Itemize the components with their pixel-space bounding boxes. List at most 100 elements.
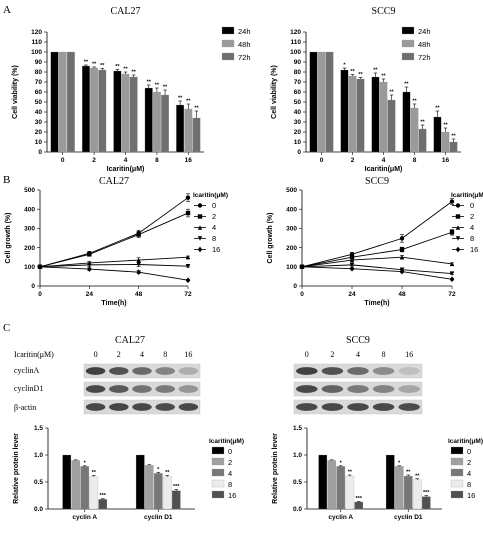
- legend-item-16: 16: [452, 245, 478, 254]
- significance-mark: *: [398, 460, 401, 466]
- data-point: [185, 195, 191, 200]
- series-0: [37, 193, 191, 269]
- legend-title: Icaritin(μM): [209, 438, 244, 445]
- legend-marker: [197, 203, 203, 208]
- y-tick-label: 120: [31, 29, 42, 36]
- y-tick-label: 0.0: [34, 506, 43, 513]
- x-tick-label: cyclin D1: [394, 514, 423, 521]
- bar-24h-16: [433, 116, 442, 153]
- y-tick-label: 80: [294, 69, 302, 76]
- bar-72h-8: [418, 128, 427, 153]
- legend-item-4: 4: [452, 223, 474, 232]
- legend-swatch: [211, 479, 225, 488]
- panel-label-a: A: [3, 4, 11, 16]
- data-point: [449, 276, 455, 283]
- blot-band: [296, 403, 318, 411]
- x-tick-label: 72: [184, 291, 192, 298]
- data-point: [399, 236, 405, 241]
- x-axis-title: Icaritin(μM): [365, 166, 403, 173]
- series-line: [301, 201, 453, 268]
- bar-0-cyclin-d1: [385, 454, 395, 510]
- y-tick-label: 120: [290, 29, 301, 36]
- y-tick-label: 30: [35, 119, 43, 126]
- legend-label: 4: [228, 469, 232, 478]
- series-line: [301, 256, 453, 268]
- legend-swatch: [211, 490, 225, 499]
- x-tick-label: cyclin A: [328, 514, 353, 521]
- blot-dose-4: 4: [356, 350, 360, 359]
- y-axis-title: Cell growth (%): [267, 213, 274, 264]
- series-2: [299, 229, 455, 269]
- y-tick-label: 60: [294, 89, 302, 96]
- significance-mark: **: [132, 70, 137, 76]
- legend-label: 8: [212, 234, 216, 243]
- blot-band: [109, 367, 129, 375]
- chart-title: SCC9: [365, 176, 389, 187]
- legend-item-16: 16: [194, 245, 220, 254]
- y-tick-label: 300: [24, 226, 35, 233]
- data-point: [185, 277, 191, 284]
- blot-dose-0: 0: [305, 350, 309, 359]
- bar-48h-8: [410, 107, 419, 153]
- y-tick-label: 400: [286, 206, 297, 213]
- y-tick-label: 200: [24, 245, 35, 252]
- bar-0-cyclin-d1: [135, 454, 145, 510]
- blot-band: [372, 385, 395, 393]
- blot-dose-16: 16: [184, 350, 192, 359]
- significance-mark: **: [404, 82, 409, 88]
- data-point: [136, 269, 141, 276]
- bar-2-cyclin-d1: [394, 466, 404, 510]
- blot-band: [296, 385, 318, 393]
- x-tick-label: 16: [442, 157, 450, 164]
- blot-band: [372, 367, 395, 375]
- bar-24h-0: [309, 51, 318, 153]
- legend-swatch: [450, 446, 464, 455]
- y-tick-label: 70: [35, 79, 43, 86]
- blot-band: [178, 385, 199, 393]
- legend-item-2: 2: [211, 457, 232, 467]
- y-tick-label: 50: [35, 99, 43, 106]
- y-tick-label: 20: [35, 129, 43, 136]
- significance-mark: ***: [100, 493, 107, 499]
- data-point: [136, 257, 141, 263]
- significance-mark: **: [178, 96, 183, 102]
- significance-mark: **: [186, 99, 191, 105]
- legend-title: Icaritin(μM): [451, 192, 483, 199]
- y-tick-label: 90: [35, 59, 43, 66]
- data-point: [185, 264, 191, 269]
- blot-dose-2: 2: [117, 350, 121, 359]
- y-tick-label: 1.5: [34, 425, 43, 432]
- legend-label: 8: [467, 480, 471, 489]
- y-tick-label: 0: [293, 283, 297, 290]
- significance-mark: **: [412, 99, 417, 105]
- series-line: [39, 256, 189, 268]
- x-tick-label: 16: [185, 157, 193, 164]
- significance-mark: **: [443, 123, 448, 129]
- x-tick-label: 8: [155, 157, 159, 164]
- legend-swatch: [211, 457, 225, 466]
- significance-mark: **: [348, 469, 353, 475]
- bar-4-cyclin-d1: [403, 475, 413, 510]
- legend-label: 48h: [238, 40, 251, 49]
- y-tick-label: 90: [294, 59, 302, 66]
- legend-marker: [455, 203, 461, 208]
- legend-item-0: 0: [450, 446, 471, 456]
- chart-title: CAL27: [111, 6, 141, 17]
- data-point: [449, 199, 455, 204]
- y-tick-label: 100: [290, 49, 301, 56]
- x-tick-label: 8: [413, 157, 417, 164]
- western-blot-cal27: CAL27 Icaritin(μM) cyclinA cyclinD1 β-ac…: [14, 335, 201, 415]
- data-point: [185, 255, 191, 260]
- bar-72h-16: [192, 117, 201, 153]
- y-tick-label: 70: [294, 79, 302, 86]
- legend-swatch: [221, 39, 235, 48]
- legend-item-2: 2: [452, 212, 474, 221]
- x-tick-label: 0: [61, 157, 65, 164]
- blot-title-scc9: SCC9: [346, 335, 370, 346]
- significance-mark: ***: [423, 490, 430, 496]
- legend-item-8: 8: [211, 479, 232, 489]
- legend-label: 0: [228, 447, 232, 456]
